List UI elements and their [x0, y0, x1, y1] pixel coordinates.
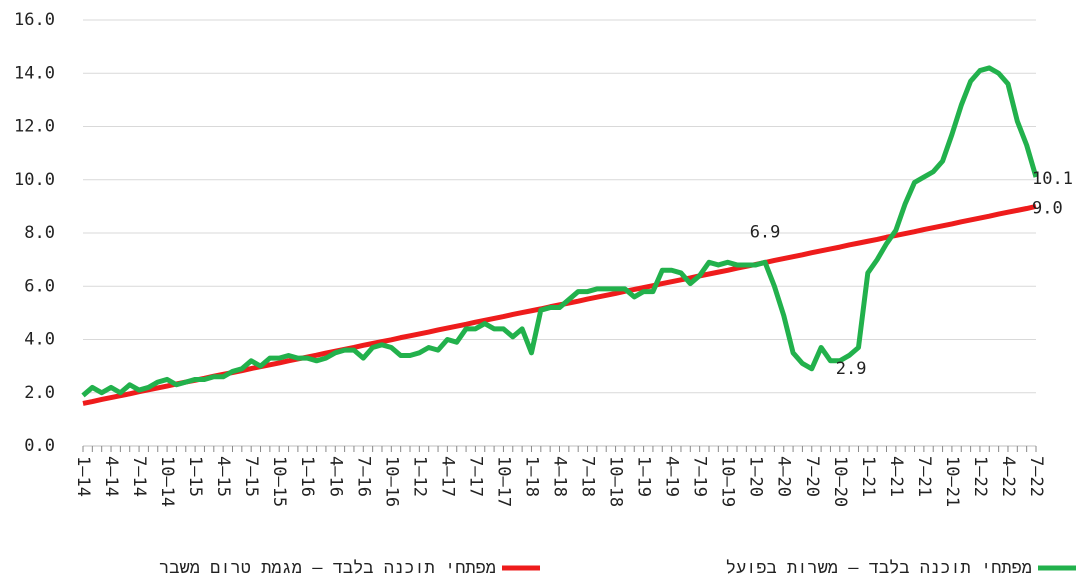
x-tick-label: 7–14: [129, 456, 149, 497]
x-tick-label: 4–19: [662, 456, 682, 497]
x-tick-label: 10–18: [606, 456, 626, 507]
x-tick-label: 10–15: [269, 456, 289, 507]
x-tick-label: 10–14: [157, 456, 177, 507]
x-tick-label: 4–17: [437, 456, 457, 497]
data-label: 6.9: [750, 222, 781, 242]
y-tick-label: 8.0: [24, 223, 55, 243]
x-tick-label: 7–15: [241, 456, 261, 497]
x-tick-label: 4–16: [325, 456, 345, 497]
y-tick-label: 0.0: [24, 436, 55, 456]
x-tick-label: 1–20: [746, 456, 766, 497]
x-tick-label: 4–18: [550, 456, 570, 497]
line-series: [81, 65, 1039, 398]
x-tick-label: 1–22: [970, 456, 990, 497]
data-label: 9.0: [1032, 198, 1063, 218]
y-tick-label: 4.0: [24, 330, 55, 350]
x-tick-label: 7–20: [802, 456, 822, 497]
y-tick-label: 12.0: [14, 117, 55, 137]
x-tick-label: 7–16: [353, 456, 373, 497]
x-tick-label: 1–16: [297, 456, 317, 497]
x-tick-label: 7–17: [465, 456, 485, 497]
y-tick-label: 10.0: [14, 170, 55, 190]
legend-label: מפתחי תוכנה בלבד – מגמת טרום משבר: [159, 558, 496, 577]
x-tick-label: 10–16: [381, 456, 401, 507]
x-tick-label: 4–20: [774, 456, 794, 497]
x-tick-label: 10–19: [718, 456, 738, 507]
x-tick-label: 1–14: [73, 456, 93, 497]
x-tick-label: 7–22: [1026, 456, 1046, 497]
x-tick-label: 4–15: [213, 456, 233, 497]
x-tick-label: 10–21: [942, 456, 962, 507]
x-tick-label: 10–20: [830, 456, 850, 507]
legend-label: מפתחי תוכנה בלבד – משרות בפועל: [726, 558, 1032, 577]
x-tick-label: 1–21: [858, 456, 878, 497]
y-tick-label: 16.0: [14, 10, 55, 30]
data-label: 2.9: [836, 359, 867, 379]
x-tick-label: 1–19: [634, 456, 654, 497]
x-tick-label: 1–12: [409, 456, 429, 497]
x-tick-label: 1–15: [185, 456, 205, 497]
x-tick-label: 4–22: [998, 456, 1018, 497]
data-label: 10.1: [1032, 169, 1073, 189]
x-tick-label: 10–17: [493, 456, 513, 507]
x-tick-label: 7–18: [578, 456, 598, 497]
y-tick-label: 2.0: [24, 383, 55, 403]
y-tick-label: 6.0: [24, 276, 55, 296]
x-tick-label: 4–21: [886, 456, 906, 497]
x-tick-label: 7–19: [690, 456, 710, 497]
x-tick-label: 7–21: [914, 456, 934, 497]
y-tick-label: 14.0: [14, 63, 55, 83]
x-tick-label: 1–18: [521, 456, 541, 497]
x-tick-label: 4–14: [101, 456, 121, 497]
